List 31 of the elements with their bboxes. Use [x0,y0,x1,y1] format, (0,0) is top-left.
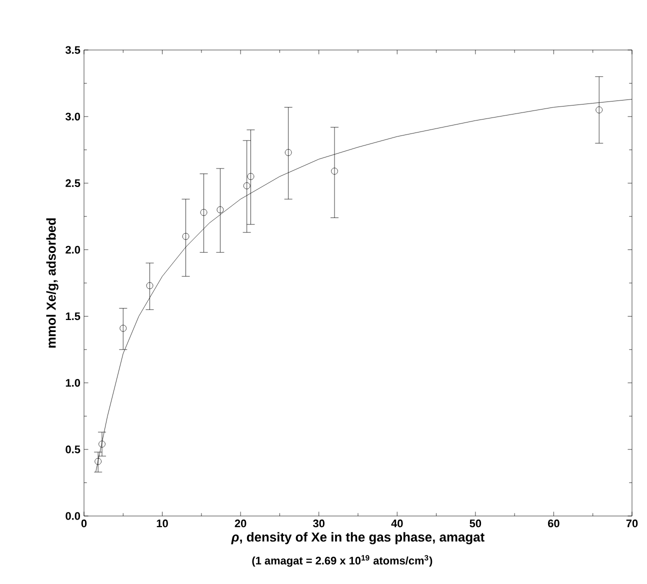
x-tick-label: 50 [470,520,482,528]
point [596,106,603,114]
point [182,233,190,240]
y-axis-title: mmol Xe/g, adsorbed [46,218,58,348]
x-tick-label: 10 [156,520,168,528]
point [243,182,250,190]
text: (1 amagat = 2.69 x 10$^{19}$ atoms/cm$^{3}$) [252,555,432,567]
y-tick-label: 0.0 [66,512,80,520]
point [120,324,127,332]
x-tick-label: 20 [234,520,246,528]
y-tick-label: 2.0 [66,246,80,254]
x-tick-label: 0 [81,520,87,528]
x-tick-label: 70 [626,520,638,528]
point [200,209,208,216]
y-tick-label: 3.5 [65,46,80,54]
x-tick-label: 60 [548,520,560,528]
x-tick-label: 40 [391,520,403,528]
x-tick-label: 30 [313,520,324,528]
point [216,206,224,214]
point [284,149,292,156]
y-tick-label: 1.5 [66,312,80,320]
y-tick-label: 1.0 [66,378,80,387]
y-tick-label: 3.0 [65,112,80,120]
y-tick-label: 2.5 [66,179,80,188]
point [98,440,106,448]
point [94,458,102,465]
y-tick-label: 0.5 [66,446,80,454]
point [331,168,338,175]
point [146,282,154,290]
point [247,173,254,180]
x-axis-title: ρ, density of Xe in the gas phase, amagat [231,532,484,544]
